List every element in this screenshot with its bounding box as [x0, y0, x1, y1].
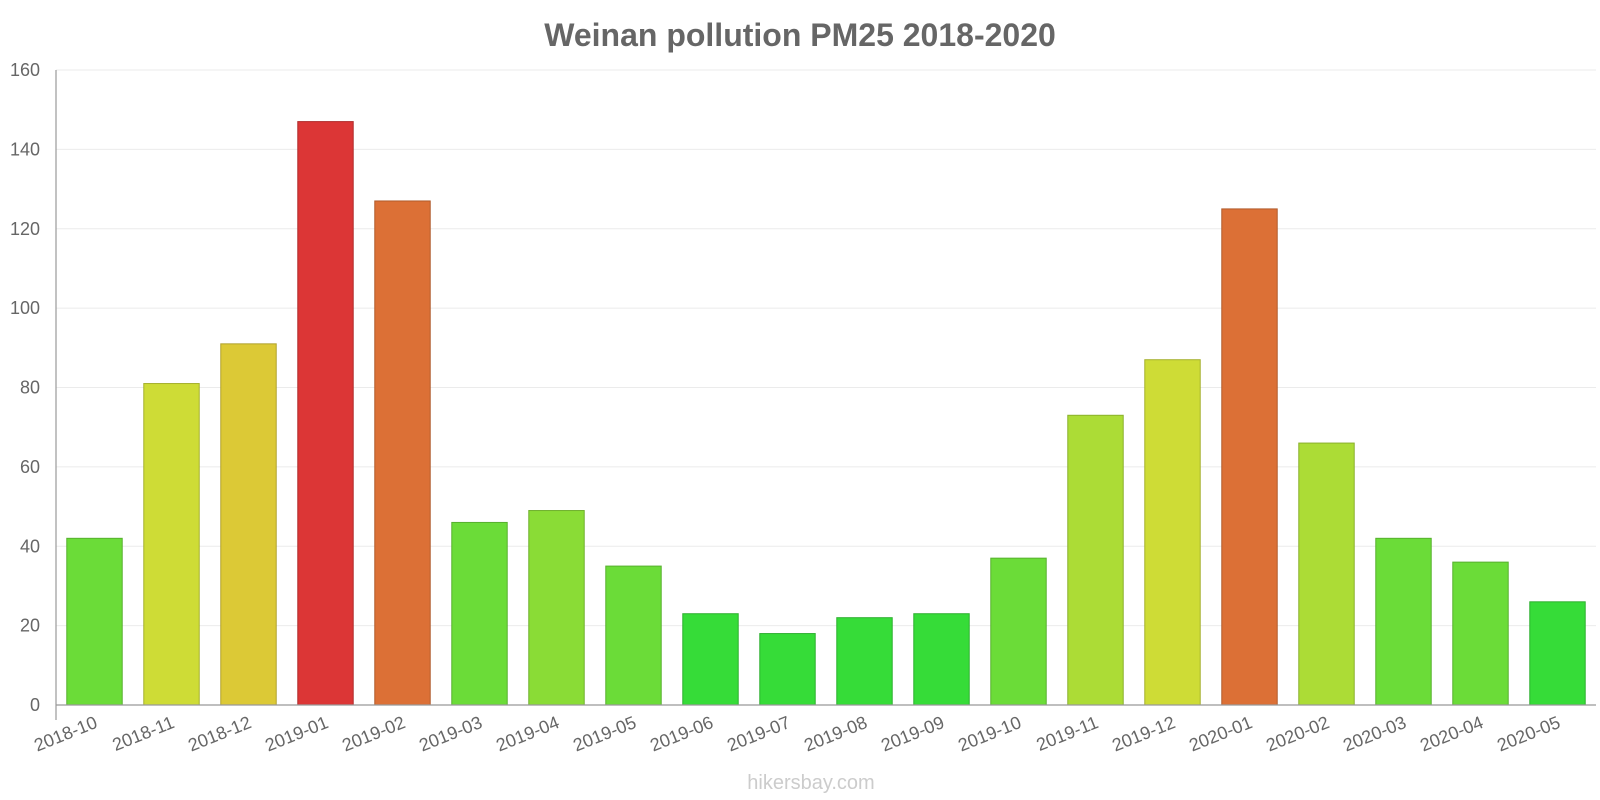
- bar-2019-07: [759, 633, 816, 706]
- bar-2020-05: [1529, 601, 1586, 706]
- bar-2018-11: [143, 383, 200, 706]
- bar-2019-09: [913, 613, 970, 706]
- y-tick-label: 80: [20, 378, 40, 398]
- gridlines: [56, 69, 1596, 627]
- x-tick-label: 2020-01: [1186, 712, 1255, 755]
- x-tick-label: 2019-12: [1109, 712, 1178, 755]
- x-tick-label: 2019-09: [878, 712, 947, 755]
- bar-2019-11: [1067, 414, 1124, 706]
- y-tick-label: 160: [10, 60, 40, 80]
- bar-2019-03: [451, 521, 508, 706]
- y-tick-label: 20: [20, 616, 40, 636]
- bar-2019-02: [374, 200, 431, 706]
- bar-2018-12: [220, 343, 277, 706]
- x-tick-label: 2019-10: [955, 712, 1024, 755]
- x-tick-label: 2019-03: [416, 712, 485, 755]
- y-tick-label: 140: [10, 139, 40, 159]
- x-tick-label: 2020-04: [1417, 712, 1486, 755]
- x-tick-label: 2019-02: [339, 712, 408, 755]
- bars: [66, 121, 1586, 706]
- y-tick-label: 120: [10, 219, 40, 239]
- bar-2020-03: [1375, 537, 1432, 706]
- bar-2020-04: [1452, 561, 1509, 706]
- x-tick-label: 2019-06: [647, 712, 716, 755]
- y-tick-label: 60: [20, 457, 40, 477]
- watermark: hikersbay.com: [747, 772, 874, 794]
- x-tick-label: 2020-05: [1494, 712, 1563, 755]
- bar-2019-04: [528, 510, 585, 706]
- bar-2019-10: [990, 557, 1047, 706]
- x-tick-label: 2019-08: [801, 712, 870, 755]
- y-axis-ticks: 0 20 40 60 80 100 120 140 160: [10, 60, 40, 715]
- bar-2019-12: [1144, 359, 1201, 706]
- y-tick-label: 0: [30, 695, 40, 715]
- bar-2018-10: [66, 537, 123, 706]
- x-tick-label: 2019-04: [493, 712, 562, 755]
- x-tick-label: 2018-12: [185, 712, 254, 755]
- x-tick-label: 2020-02: [1263, 712, 1332, 755]
- x-tick-label: 2018-11: [109, 712, 177, 755]
- chart-title: Weinan pollution PM25 2018-2020: [544, 17, 1056, 53]
- x-tick-label: 2020-03: [1340, 712, 1409, 755]
- x-tick-label: 2019-07: [724, 712, 793, 755]
- bar-2020-02: [1298, 442, 1355, 706]
- bar-2019-08: [836, 617, 893, 706]
- x-tick-label: 2018-10: [31, 712, 100, 755]
- y-tick-label: 100: [10, 298, 40, 318]
- bar-2020-01: [1221, 208, 1278, 706]
- bar-2019-05: [605, 565, 662, 706]
- bar-2019-01: [297, 121, 354, 706]
- y-tick-label: 40: [20, 536, 40, 556]
- bar-2019-06: [682, 613, 739, 706]
- x-tick-label: 2019-11: [1033, 712, 1101, 755]
- x-tick-label: 2019-01: [262, 712, 331, 755]
- x-tick-label: 2019-05: [570, 712, 639, 755]
- x-axis-ticks: 2018-10 2018-11 2018-12 2019-01 2019-02 2019-…: [31, 712, 1563, 755]
